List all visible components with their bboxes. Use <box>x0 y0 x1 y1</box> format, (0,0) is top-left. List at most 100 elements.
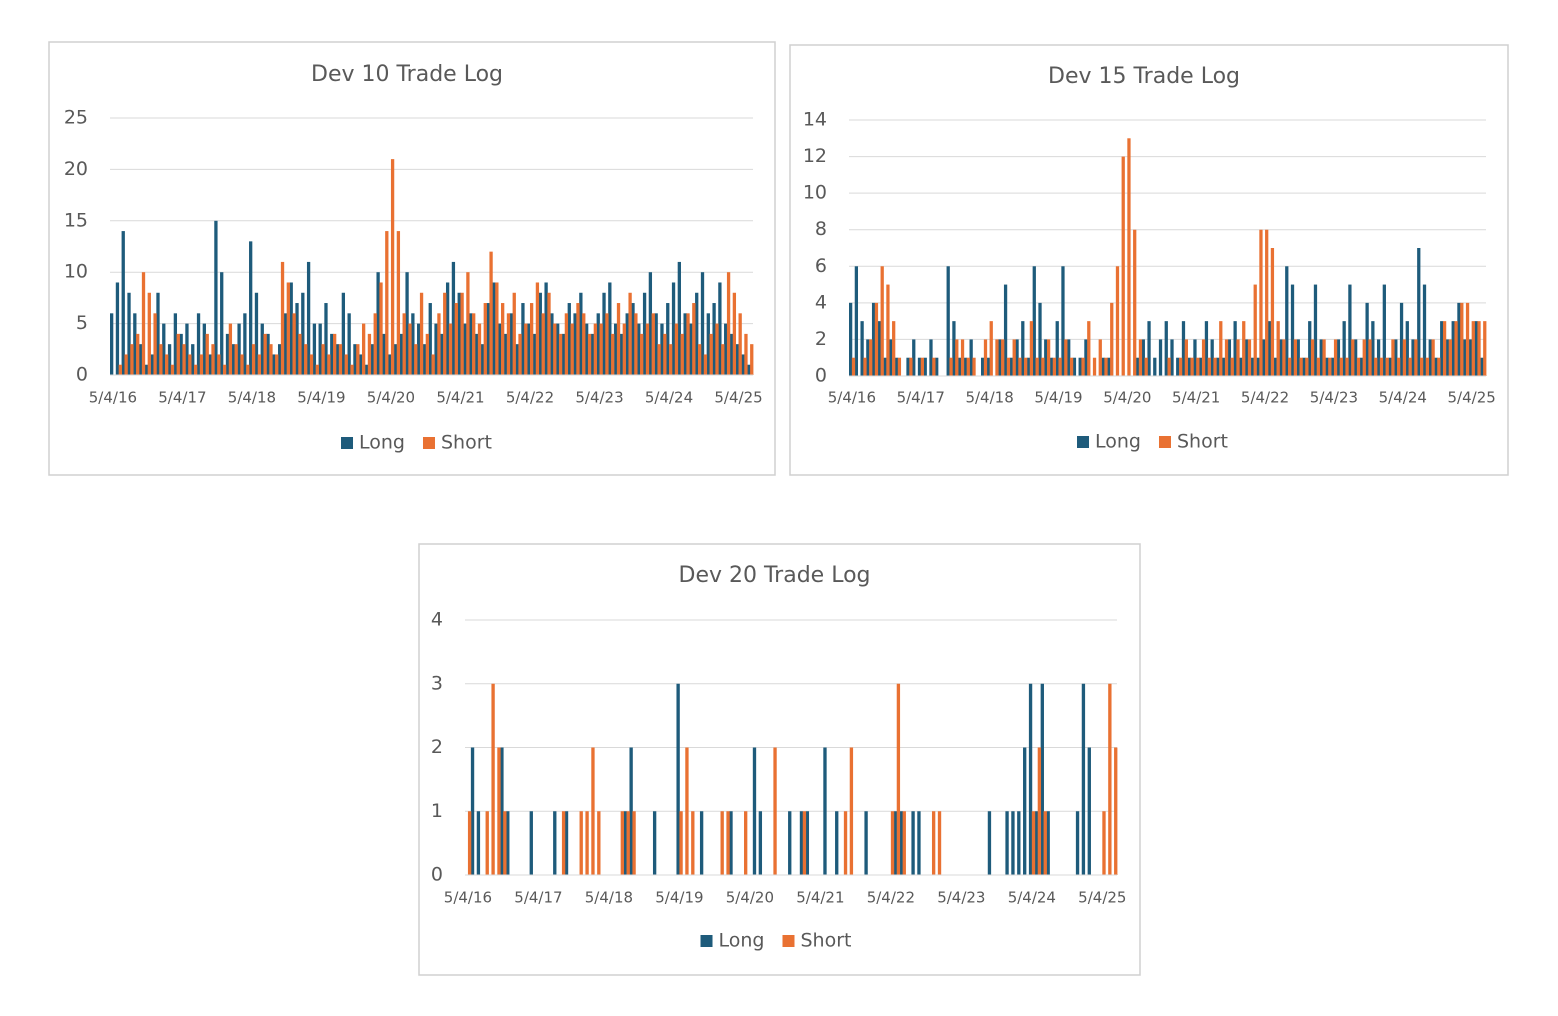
bar <box>697 344 702 375</box>
bar <box>869 339 873 376</box>
bar <box>196 313 201 375</box>
bar <box>527 323 531 375</box>
bar <box>1187 357 1191 376</box>
y-tick-label: 4 <box>815 291 827 313</box>
bar <box>729 811 733 875</box>
bar <box>1382 284 1386 376</box>
bar <box>547 292 551 375</box>
bar <box>211 344 215 375</box>
bar <box>1368 339 1372 376</box>
bar <box>1276 321 1280 376</box>
bar <box>1331 357 1335 376</box>
bar <box>1227 339 1232 376</box>
bar <box>515 344 519 375</box>
bar <box>1448 339 1452 376</box>
bar <box>854 266 859 376</box>
y-tick-label: 12 <box>803 145 827 167</box>
bar <box>669 344 673 375</box>
bar <box>512 292 516 375</box>
bar <box>333 333 337 375</box>
bar <box>989 321 993 376</box>
bar <box>417 323 421 375</box>
bar <box>451 261 456 375</box>
x-tick-label: 5/4/24 <box>1379 389 1427 407</box>
bar <box>1356 357 1361 376</box>
bar <box>315 364 319 375</box>
bar <box>657 344 661 375</box>
bar <box>437 313 441 375</box>
bar <box>596 313 600 375</box>
bar <box>1242 321 1246 376</box>
bar <box>390 159 395 375</box>
bar <box>234 344 238 375</box>
bar <box>851 357 856 376</box>
bar <box>503 811 507 875</box>
bar <box>292 313 296 375</box>
bar <box>1092 357 1097 376</box>
y-tick-label: 2 <box>815 328 827 350</box>
bar <box>1253 284 1257 376</box>
bar <box>597 811 601 875</box>
bar <box>1012 339 1016 376</box>
bar <box>318 323 322 375</box>
bar <box>902 811 906 875</box>
y-tick-label: 14 <box>803 109 827 131</box>
bar <box>579 292 583 375</box>
bar <box>199 354 204 375</box>
bar <box>1310 339 1315 376</box>
bar <box>405 272 409 375</box>
bar <box>1167 357 1171 376</box>
bar <box>553 323 557 375</box>
legend-swatch <box>422 437 435 449</box>
bar <box>411 313 415 375</box>
bar <box>663 333 667 375</box>
bar <box>260 323 264 375</box>
bar <box>1236 339 1240 376</box>
bar <box>1035 357 1039 376</box>
bar <box>167 344 172 375</box>
bar <box>454 303 458 375</box>
bar <box>1201 339 1206 376</box>
bar <box>538 292 542 375</box>
bar <box>558 333 563 375</box>
bar <box>1184 339 1188 376</box>
chart: Dev 15 Trade Log 0 2 4 6 8 10 12 14 5/4/16 5/4/17 5… <box>789 44 1509 476</box>
y-tick-label: 25 <box>64 107 88 129</box>
bar <box>480 344 485 375</box>
bar <box>1285 266 1289 376</box>
bar <box>706 313 710 375</box>
bar <box>920 357 925 376</box>
bar <box>1445 339 1450 376</box>
bar <box>220 272 224 375</box>
bar <box>995 339 999 376</box>
legend-label: Long <box>719 930 765 952</box>
x-tick-label: 5/4/19 <box>1034 389 1082 407</box>
bar <box>683 313 687 375</box>
x-tick-label: 5/4/25 <box>1448 389 1496 407</box>
bar <box>864 811 868 875</box>
bar <box>987 811 992 875</box>
legend-label: Short <box>800 930 851 952</box>
bar <box>587 333 592 375</box>
bar <box>341 292 346 375</box>
bar <box>419 292 424 375</box>
bar <box>1425 357 1430 376</box>
x-tick-label: 5/4/25 <box>1078 889 1126 907</box>
x-tick-label: 5/4/22 <box>1241 389 1289 407</box>
bar <box>347 313 351 375</box>
chart-title: Dev 10 Trade Log <box>311 62 503 87</box>
bar <box>613 323 618 375</box>
bar <box>1408 357 1412 376</box>
bar <box>1468 339 1473 376</box>
bar <box>457 292 461 375</box>
x-tick-label: 5/4/18 <box>228 389 276 407</box>
bar <box>156 292 160 375</box>
bar <box>1153 357 1157 376</box>
bar <box>1207 357 1211 376</box>
bar <box>1032 266 1036 376</box>
bar <box>1385 357 1389 376</box>
bar <box>1322 339 1326 376</box>
bar <box>679 811 683 875</box>
bar <box>695 292 699 375</box>
